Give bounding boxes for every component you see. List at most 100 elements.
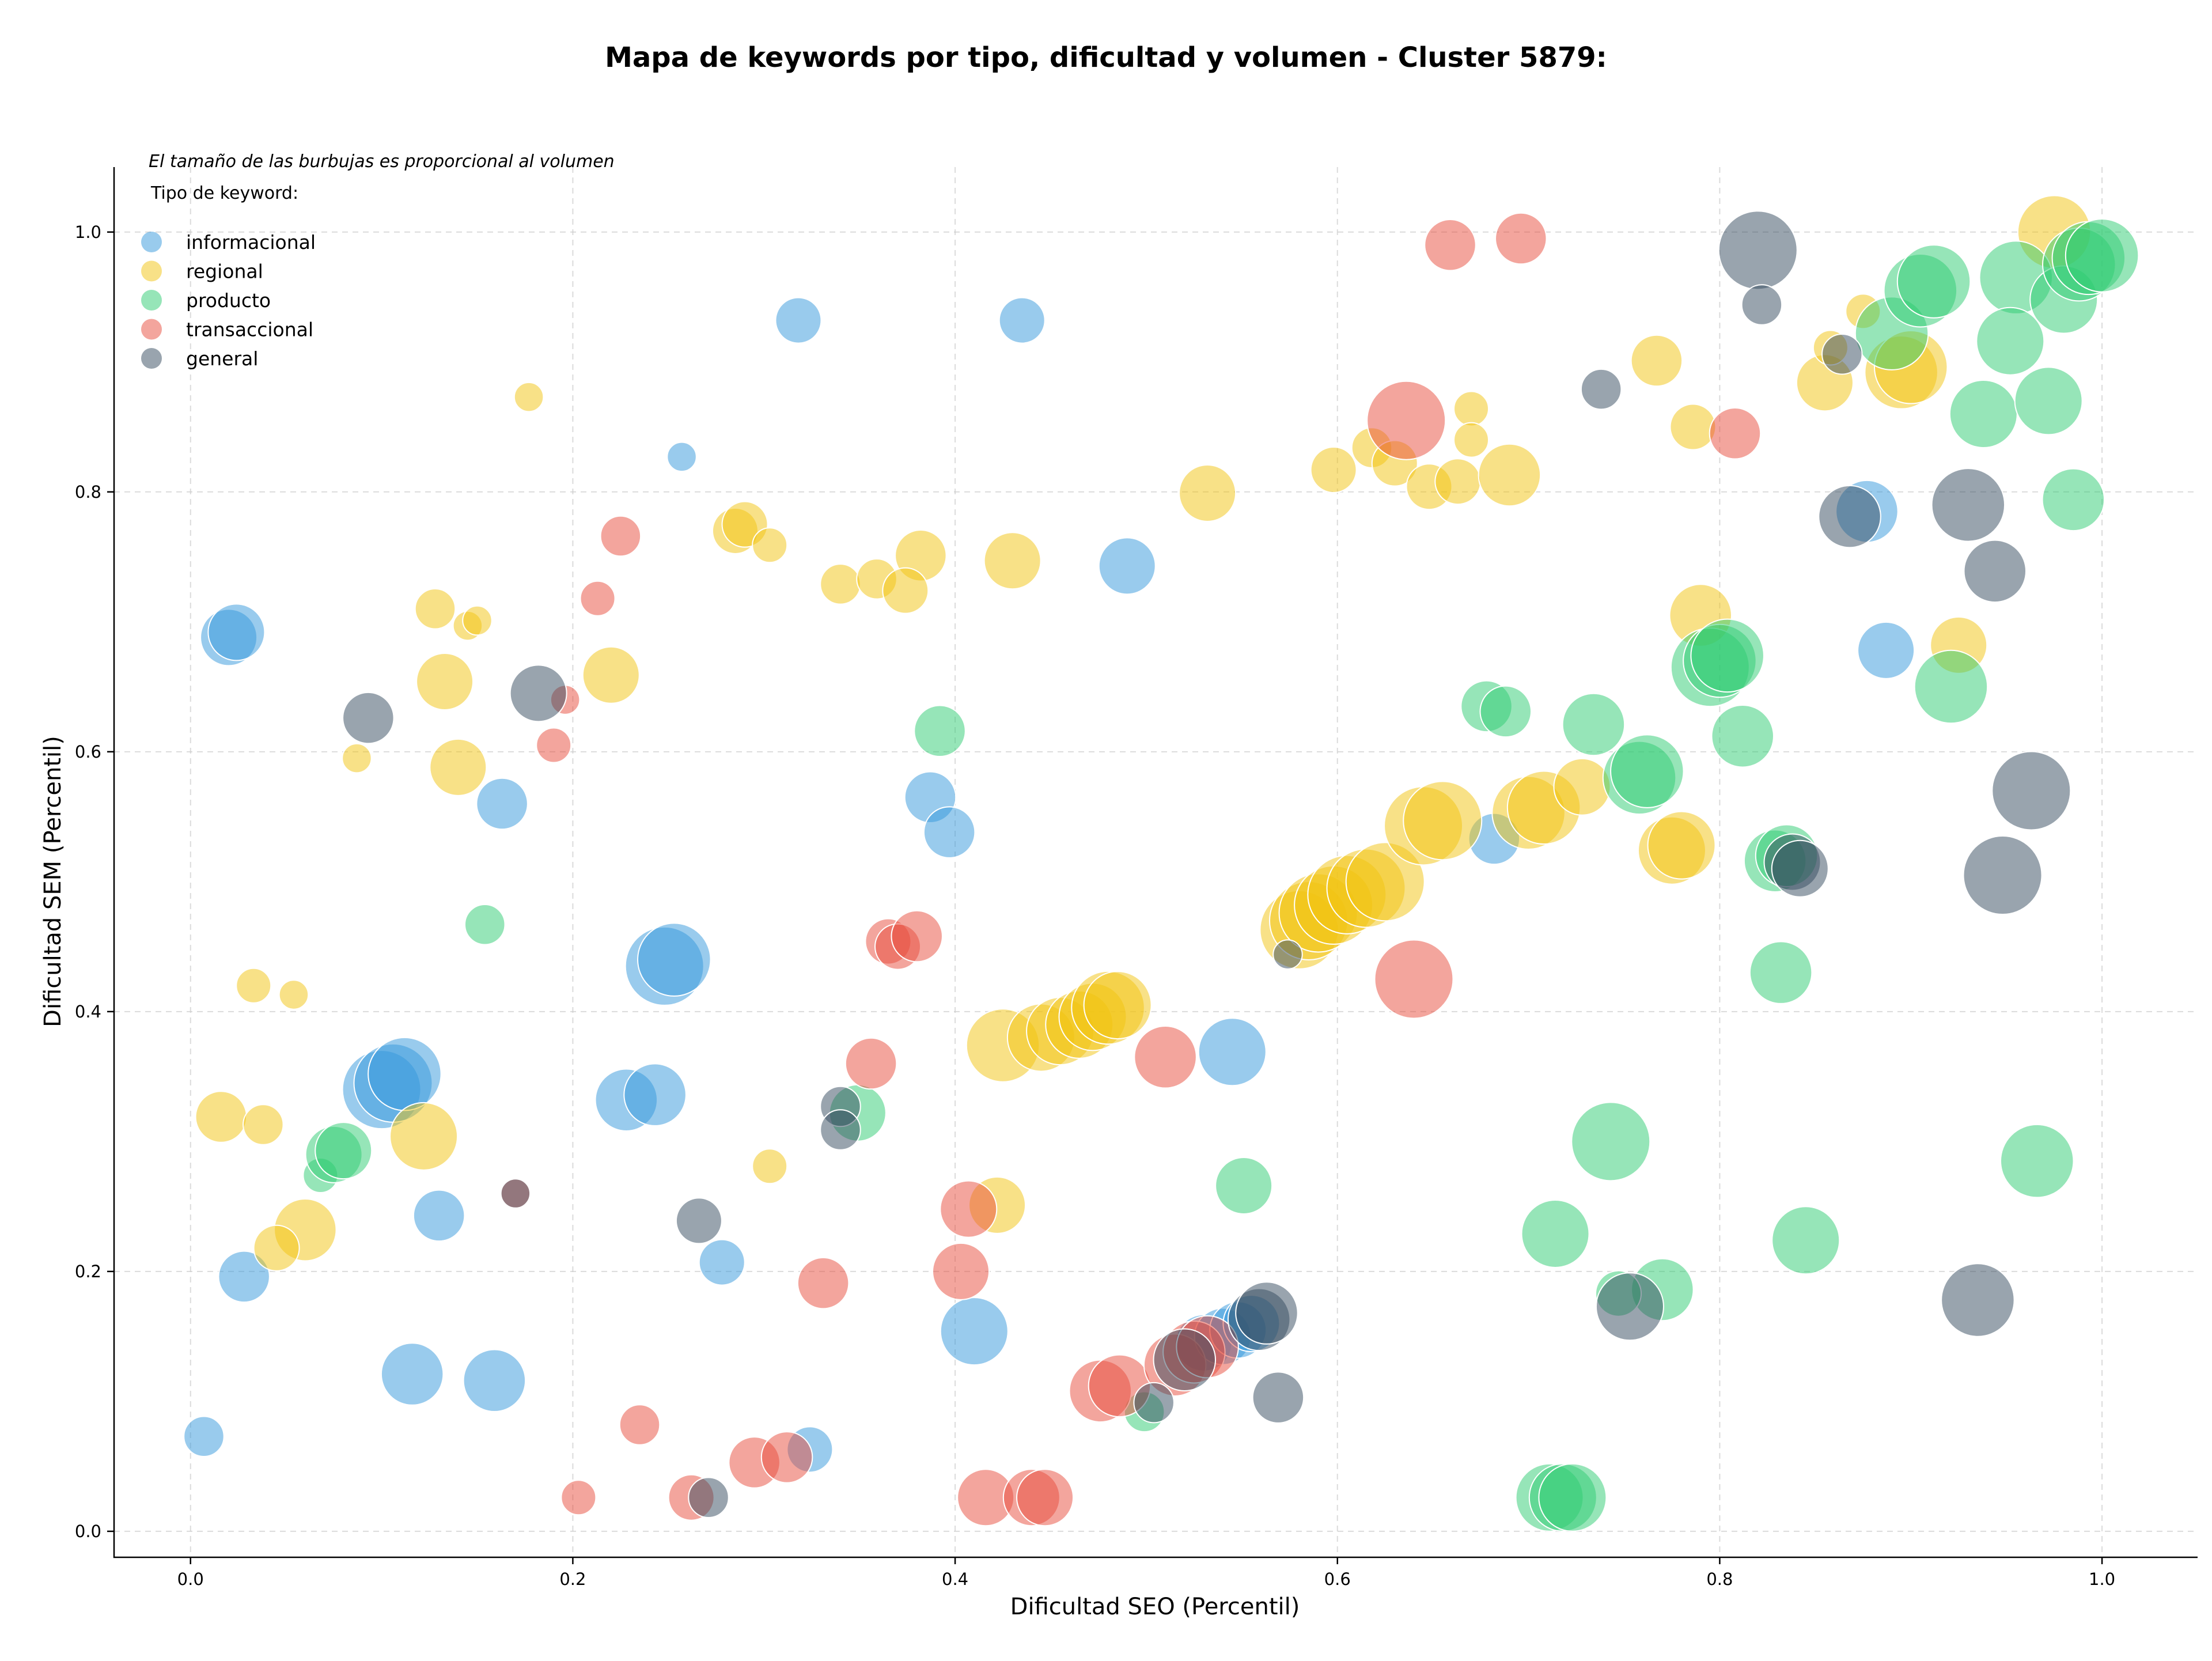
bubble-informacional (666, 441, 697, 472)
x-tick-label: 0.8 (1706, 1569, 1733, 1589)
bubble-general (1931, 468, 2006, 542)
bubble-general (1595, 1272, 1664, 1341)
bubble-informacional (1098, 537, 1156, 595)
bubble-general (342, 691, 395, 744)
y-axis-label: Dificultad SEM (Percentil) (40, 736, 66, 1027)
bubble-general (820, 1109, 861, 1151)
bubble-general (1235, 1281, 1298, 1345)
bubble-transaccional (1374, 939, 1454, 1019)
bubble-general (509, 664, 567, 722)
x-axis-ticks: 0.0 0.2 0.4 0.6 0.8 1.0 (177, 1557, 2115, 1589)
bubble-general (1941, 1263, 2015, 1337)
bubble-producto (914, 705, 966, 757)
bubble-regional (1553, 758, 1611, 816)
legend-marker-regional (141, 260, 162, 282)
bubble-regional (1403, 781, 1483, 861)
bubble-transaccional (1495, 212, 1547, 265)
bubble-producto (1711, 705, 1774, 768)
bubble-informacional (775, 297, 822, 344)
bubble-transaccional (600, 515, 642, 557)
y-tick-label: 1.0 (75, 222, 101, 242)
bubble-regional (752, 527, 788, 563)
bubble-regional (236, 967, 272, 1004)
bubble-general (1991, 751, 2071, 831)
bubble-producto (2041, 468, 2105, 532)
legend-label-producto: producto (186, 289, 271, 312)
bubble-regional (195, 1091, 248, 1143)
bubble-regional (389, 1102, 459, 1171)
x-tick-label: 1.0 (2089, 1569, 2115, 1589)
bubbles (183, 195, 2139, 1532)
bubble-transaccional (1709, 407, 1762, 460)
bubble-general (500, 1178, 531, 1209)
bubble-regional (582, 646, 640, 704)
bubble-transaccional (536, 727, 572, 763)
bubble-informacional (412, 1189, 465, 1242)
bubble-informacional (940, 1297, 1009, 1366)
bubble-regional (278, 979, 309, 1010)
x-tick-label: 0.6 (1324, 1569, 1351, 1589)
bubble-informacional (207, 603, 266, 661)
bubble-regional (820, 563, 861, 605)
bubble-general (1963, 835, 2043, 915)
legend-label-general: general (186, 347, 258, 370)
bubble-regional (882, 567, 929, 614)
bubble-transaccional (844, 1037, 897, 1090)
bubble-producto (1538, 1463, 1607, 1532)
bubble-producto (1215, 1157, 1273, 1215)
bubble-general (1272, 939, 1303, 970)
bubble-general (1252, 1371, 1305, 1424)
bubble-transaccional (1424, 219, 1476, 271)
bubble-transaccional (760, 1431, 813, 1484)
bubble-regional (1179, 464, 1237, 523)
legend-label-regional: regional (186, 260, 263, 283)
series-regional (195, 195, 2092, 1272)
bubble-informacional (998, 297, 1046, 344)
bubble-transaccional (579, 580, 616, 616)
series-producto (302, 218, 2139, 1532)
bubble-regional (1478, 443, 1541, 507)
bubble-regional (416, 653, 474, 711)
bubble-regional (1630, 334, 1683, 387)
bubble-informacional (368, 1036, 442, 1111)
series-general (342, 210, 2071, 1519)
legend-marker-general (141, 348, 162, 369)
bubble-general (1133, 1382, 1175, 1424)
bubble-producto (1976, 307, 2045, 376)
bubble-producto (1896, 244, 1971, 319)
bubble-regional (462, 605, 493, 636)
legend-marker-transaccional (141, 319, 162, 340)
bubble-general (1718, 210, 1798, 290)
y-tick-label: 0.4 (75, 1002, 101, 1021)
bubble-general (1771, 839, 1829, 898)
bubble-general (1741, 284, 1783, 326)
bubble-transaccional (1366, 380, 1446, 460)
bubble-regional (1310, 446, 1357, 493)
bubble-producto (1562, 693, 1626, 756)
bubble-size-note: El tamaño de las burbujas es proporciona… (149, 152, 615, 172)
bubble-transaccional (797, 1257, 850, 1310)
bubble-producto (1771, 1206, 1840, 1275)
x-axis-label: Dificultad SEO (Percentil) (1010, 1594, 1300, 1620)
bubble-regional (1345, 842, 1425, 922)
bubble-transaccional (619, 1404, 661, 1446)
bubble-informacional (1198, 1017, 1267, 1087)
bubble-informacional (623, 1063, 687, 1126)
bubble-regional (1669, 403, 1717, 451)
y-axis-ticks: 0.0 0.2 0.4 0.6 0.8 1.0 (75, 222, 114, 1541)
bubble-general (688, 1477, 729, 1519)
bubble-general (1963, 539, 2027, 603)
bubble-informacional (218, 1250, 270, 1303)
bubble-regional (983, 532, 1041, 590)
y-tick-label: 0.6 (75, 742, 101, 762)
bubble-producto (1610, 734, 1684, 808)
bubble-regional (414, 588, 456, 630)
legend-label-transaccional: transaccional (186, 319, 313, 341)
bubble-producto (1479, 685, 1532, 738)
bubble-producto (1521, 1199, 1590, 1268)
bubble-general (1821, 333, 1863, 375)
bubble-producto (464, 903, 506, 945)
bubble-informacional (476, 777, 528, 830)
bubble-regional (752, 1148, 788, 1185)
